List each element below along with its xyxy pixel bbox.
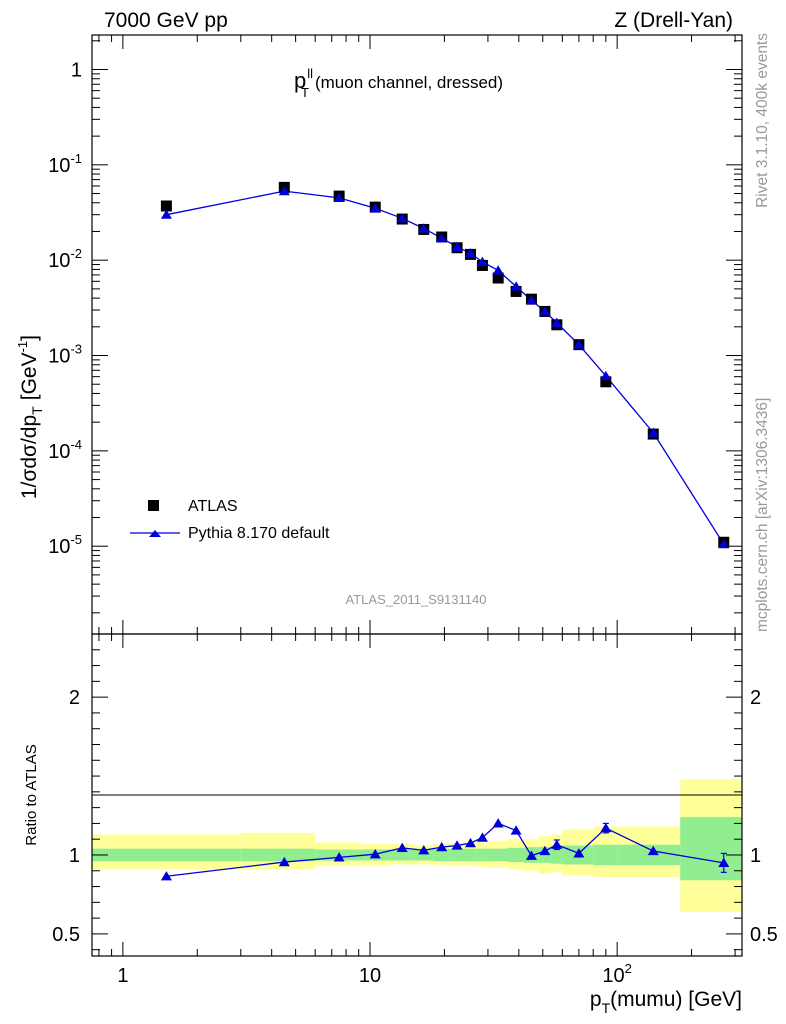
pythia-point xyxy=(539,306,551,316)
ratio-point xyxy=(510,825,522,835)
ratio-point xyxy=(418,845,430,855)
ratio-y-tick-label: 1 xyxy=(69,845,80,867)
ratio-point xyxy=(525,850,537,860)
atlas-point xyxy=(160,200,172,212)
x-tick-label: 1 xyxy=(117,965,128,987)
atlas-point xyxy=(600,376,612,388)
ratio-y-tick-label-right: 0.5 xyxy=(750,924,778,946)
ratio-point xyxy=(396,842,408,853)
ratio-y-tick-label: 2 xyxy=(69,687,80,709)
ratio-y-tick-label-right: 1 xyxy=(750,845,761,867)
pythia-point xyxy=(525,295,537,305)
uncertainty-band-inner xyxy=(476,848,488,862)
pythia-point xyxy=(573,339,585,349)
ratio-y-tick-label: 0.5 xyxy=(52,924,80,946)
x-tick-label: 10 xyxy=(359,965,381,987)
legend-atlas-marker xyxy=(148,500,159,511)
ratio-point xyxy=(464,837,476,848)
pythia-point xyxy=(600,370,612,381)
legend-atlas-label: ATLAS xyxy=(188,498,238,515)
pythia-point xyxy=(451,241,463,251)
atlas-point xyxy=(492,272,504,284)
ratio-point xyxy=(278,856,290,867)
ratio-point xyxy=(492,818,504,828)
legend-pythia-label: Pythia 8.170 default xyxy=(188,525,330,542)
uncertainty-band-inner xyxy=(315,849,359,861)
main-panel: 1 10-1 10-2 10-3 10-4 10-5 pll T(muon channel,… xyxy=(15,34,743,635)
pythia-point xyxy=(369,203,381,213)
pythia-point xyxy=(647,427,659,437)
ratio-point xyxy=(160,871,172,881)
pythia-point xyxy=(436,232,448,243)
legend: ATLAS Pythia 8.170 default xyxy=(130,498,330,542)
ratio-point xyxy=(647,845,659,856)
uncertainty-band-inner xyxy=(507,847,525,863)
uncertainty-band-inner xyxy=(680,817,742,881)
ratio-point xyxy=(476,832,488,842)
pythia-line xyxy=(166,190,725,545)
mcplots-site-label: mcplots.cern.ch [arXiv:1306.3436] xyxy=(754,398,771,632)
x-tick-label: 102 xyxy=(602,961,631,987)
analysis-watermark: ATLAS_2011_S9131140 xyxy=(346,592,487,607)
uncertainty-band-inner xyxy=(463,848,477,862)
y-tick-label: 10-5 xyxy=(48,532,82,558)
uncertainty-band-inner xyxy=(413,849,434,861)
uncertainty-band-inner xyxy=(551,846,563,864)
x-axis-label: pT(mumu) [GeV] xyxy=(590,988,742,1016)
pythia-point xyxy=(333,192,345,203)
pythia-point xyxy=(551,317,563,327)
ratio-bands xyxy=(92,779,742,912)
ratio-point xyxy=(436,841,448,852)
main-y-axis-label: 1/σdσ/dpT[GeV-1] xyxy=(15,335,45,499)
ratio-point xyxy=(718,857,730,867)
pythia-point xyxy=(396,213,408,223)
ratio-axes: 0.5 0.5 1 1 2 2 1 10 102 xyxy=(52,633,778,987)
uncertainty-band-inner xyxy=(449,848,464,862)
pythia-point xyxy=(492,265,504,275)
pythia-point xyxy=(418,223,430,233)
ratio-point xyxy=(539,845,551,856)
legend-pythia-marker xyxy=(149,530,161,537)
ratio-plot-area xyxy=(160,818,730,881)
y-tick-label: 10-1 xyxy=(48,151,82,177)
uncertainty-band-inner xyxy=(593,844,618,866)
ratio-point xyxy=(451,840,463,850)
header-right: Z (Drell-Yan) xyxy=(614,9,733,32)
ratio-frame xyxy=(91,633,743,957)
uncertainty-band-inner xyxy=(92,848,241,862)
ratio-point xyxy=(333,852,345,862)
ratio-point xyxy=(551,839,563,849)
ratio-point xyxy=(600,822,612,833)
main-plot-area xyxy=(160,181,730,549)
main-frame xyxy=(91,34,743,635)
ratio-y-tick-label-right: 2 xyxy=(750,687,761,709)
uncertainty-band-inner xyxy=(389,849,414,861)
rivet-version-label: Rivet 3.1.10, 400k events xyxy=(754,33,771,208)
y-tick-label: 1 xyxy=(71,59,82,81)
pythia-point xyxy=(160,209,172,219)
y-tick-label: 10-2 xyxy=(48,246,82,272)
pythia-point xyxy=(278,185,290,196)
pythia-point xyxy=(476,256,488,266)
pythia-point xyxy=(510,281,522,291)
y-tick-label: 10-3 xyxy=(48,342,82,368)
header-left: 7000 GeV pp xyxy=(104,9,228,32)
main-title: pll T(muon channel, dressed) xyxy=(294,66,503,100)
ratio-point xyxy=(369,848,381,859)
uncertainty-band-inner xyxy=(487,848,508,862)
atlas-point xyxy=(510,285,522,297)
uncertainty-band-inner xyxy=(240,848,316,862)
y-tick-label: 10-4 xyxy=(48,437,82,463)
pythia-point xyxy=(464,248,476,258)
ratio-point xyxy=(573,848,585,858)
ratio-y-axis-label: Ratio to ATLAS xyxy=(23,744,40,845)
ratio-panel: 0.5 0.5 1 1 2 2 1 10 102 Ratio to ATLAS pT(mumu)… xyxy=(23,633,778,1016)
main-axes: 1 10-1 10-2 10-3 10-4 10-5 xyxy=(48,35,742,634)
uncertainty-band-inner xyxy=(433,848,450,862)
